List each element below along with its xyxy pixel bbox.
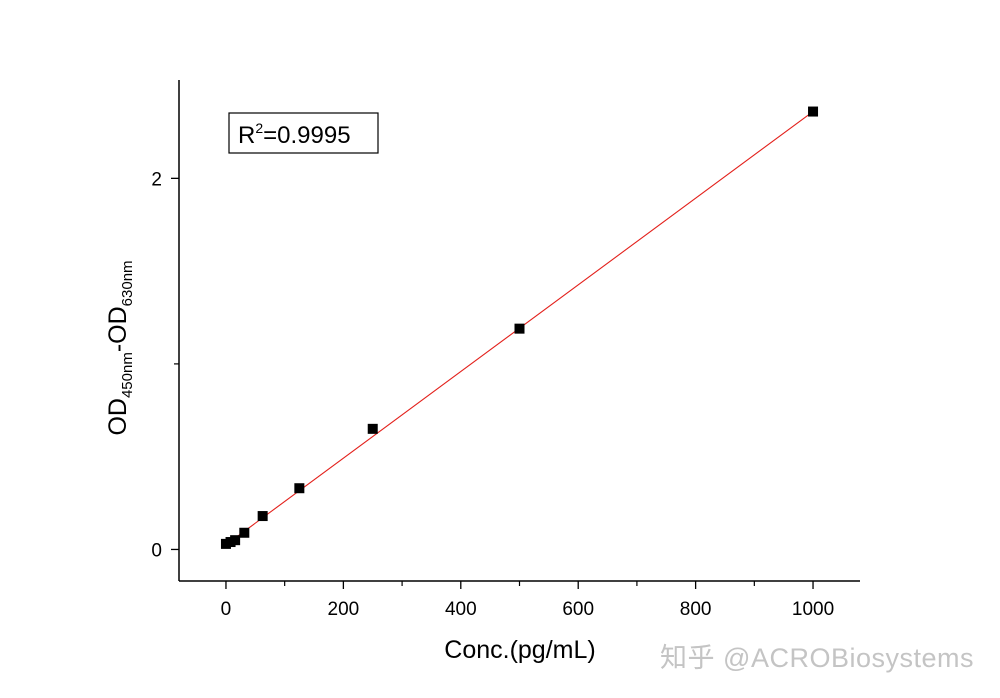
y-tick-label: 2 (151, 169, 162, 190)
annotation-rest: =0.9995 (263, 122, 350, 149)
annotation-text: R2=0.9995 (238, 120, 351, 149)
data-point (514, 323, 525, 334)
y-label-od1: OD (104, 398, 132, 436)
data-point (367, 423, 378, 434)
annotation-group: R2=0.9995 (228, 112, 379, 154)
y-label-sep: -OD (104, 306, 132, 353)
y-label-sub2: 630nm (119, 260, 136, 307)
data-points (220, 106, 819, 549)
watermark: 知乎 @ACROBiosystems (660, 643, 974, 673)
y-label-sub1: 450nm (119, 352, 136, 399)
annotation-sup: 2 (255, 120, 263, 136)
annotation-base: R (238, 122, 255, 149)
x-tick-label: 800 (680, 599, 712, 620)
x-axis-label: Conc.(pg/mL) (444, 636, 595, 664)
data-point (239, 527, 250, 538)
data-point (294, 483, 305, 494)
data-point (808, 106, 819, 117)
x-tick-label: 400 (445, 599, 477, 620)
data-point (230, 535, 241, 546)
y-tick-label: 0 (151, 540, 162, 561)
x-tick-label: 0 (221, 599, 232, 620)
axes: 0 200 400 600 800 1000 0 2 (151, 80, 860, 620)
x-tick-label: 1000 (792, 599, 834, 620)
data-point (257, 511, 268, 522)
x-tick-label: 600 (562, 599, 594, 620)
annotation-box (228, 112, 379, 154)
x-tick-label: 200 (328, 599, 360, 620)
y-axis-label: OD450nm-OD630nm (104, 260, 136, 435)
